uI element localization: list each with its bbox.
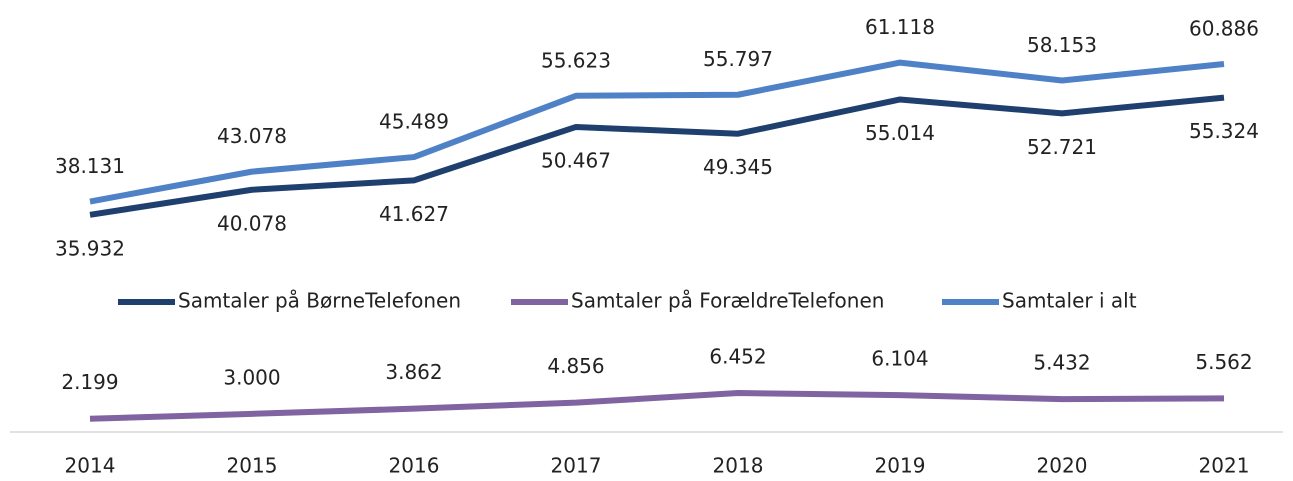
legend-label: Samtaler på ForældreTelefonen xyxy=(571,289,884,313)
x-tick-label: 2019 xyxy=(875,454,926,478)
data-label: 3.000 xyxy=(223,365,280,389)
data-label: 50.467 xyxy=(541,148,611,172)
x-tick-label: 2017 xyxy=(551,454,602,478)
series-line xyxy=(89,59,1225,205)
data-label: 35.932 xyxy=(55,236,125,260)
data-label: 3.862 xyxy=(385,360,442,384)
x-tick-label: 2020 xyxy=(1037,454,1088,478)
data-label: 43.078 xyxy=(217,124,287,148)
data-label: 4.856 xyxy=(547,354,604,378)
series-line xyxy=(89,390,1225,422)
data-label: 55.623 xyxy=(541,48,611,72)
data-label: 6.452 xyxy=(709,345,766,369)
x-tick-label: 2018 xyxy=(713,454,764,478)
legend-label: Samtaler på BørneTelefonen xyxy=(178,289,461,313)
x-tick-label: 2016 xyxy=(389,454,440,478)
data-label: 38.131 xyxy=(55,154,125,178)
x-tick-label: 2015 xyxy=(227,454,278,478)
data-label: 5.562 xyxy=(1195,350,1252,374)
data-label: 6.104 xyxy=(871,347,928,371)
data-label: 49.345 xyxy=(703,155,773,179)
data-label: 5.432 xyxy=(1033,351,1090,375)
x-tick-label: 2021 xyxy=(1199,454,1250,478)
data-label: 41.627 xyxy=(379,202,449,226)
data-label: 55.324 xyxy=(1189,119,1259,143)
x-tick-label: 2014 xyxy=(65,454,116,478)
data-label: 40.078 xyxy=(217,211,287,235)
series-line xyxy=(89,94,1225,218)
data-label: 45.489 xyxy=(379,110,449,134)
data-label: 58.153 xyxy=(1027,33,1097,57)
data-label: 2.199 xyxy=(61,370,118,394)
data-label: 61.118 xyxy=(865,15,935,39)
legend-label: Samtaler i alt xyxy=(1002,289,1137,313)
data-label: 55.014 xyxy=(865,121,935,145)
data-label: 52.721 xyxy=(1027,135,1097,159)
data-label: 60.886 xyxy=(1189,16,1259,40)
data-label: 55.797 xyxy=(703,47,773,71)
